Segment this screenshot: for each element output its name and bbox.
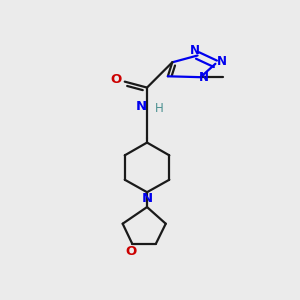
- Text: O: O: [110, 73, 122, 86]
- Text: H: H: [154, 102, 163, 115]
- Text: N: N: [190, 44, 200, 57]
- Text: N: N: [142, 192, 153, 205]
- Text: N: N: [199, 71, 208, 84]
- Text: N: N: [217, 55, 227, 68]
- Text: N: N: [136, 100, 147, 112]
- Text: O: O: [125, 245, 136, 258]
